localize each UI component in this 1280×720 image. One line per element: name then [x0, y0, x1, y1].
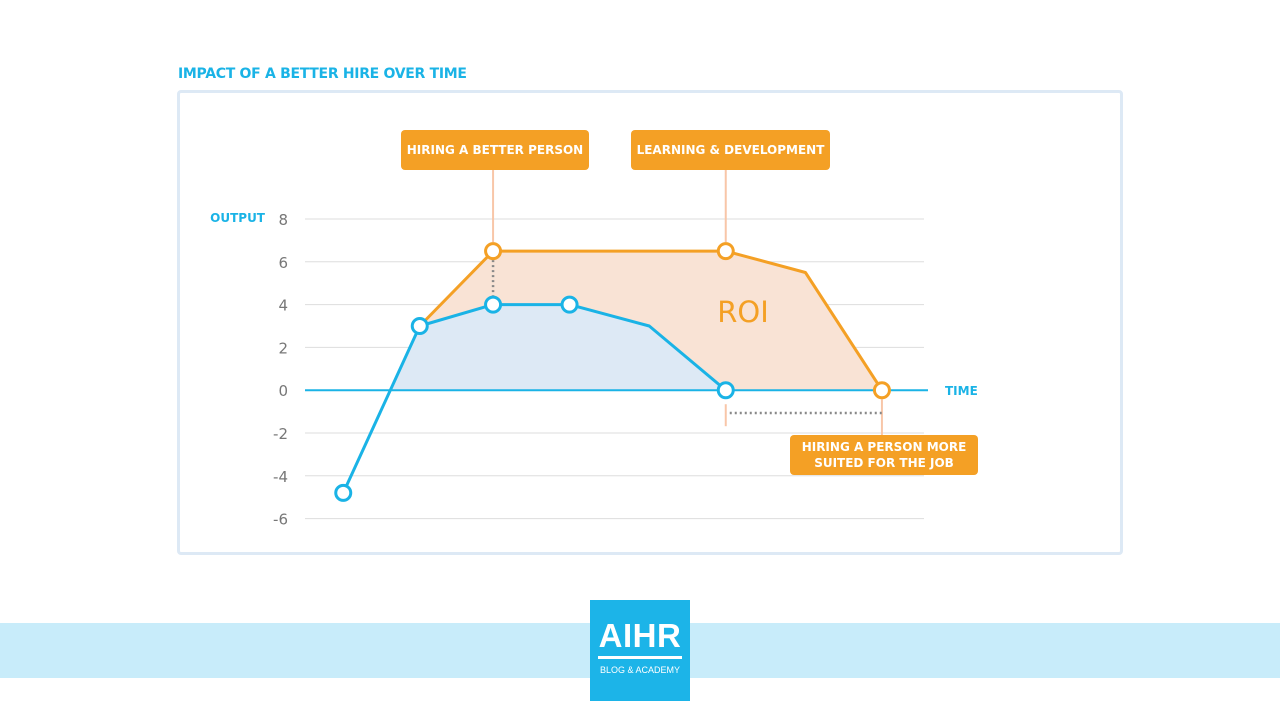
y-tick-label: 2	[278, 339, 288, 357]
orange-point	[872, 381, 891, 400]
annotation-box: HIRING A PERSON MORE SUITED FOR THE JOB	[790, 435, 978, 475]
annotation-background	[790, 435, 978, 475]
annotation-text: HIRING A BETTER PERSON	[407, 143, 583, 157]
y-tick-label: 4	[278, 297, 288, 315]
y-tick-label: 6	[278, 254, 288, 272]
annotation-text: SUITED FOR THE JOB	[814, 456, 954, 470]
blue-point	[334, 483, 353, 502]
y-axis-label: OUTPUT	[210, 211, 266, 225]
orange-point	[716, 242, 735, 261]
blue-point	[484, 295, 503, 314]
logo-text: AIHR	[598, 617, 682, 654]
page-title: IMPACT OF A BETTER HIRE OVER TIME	[178, 66, 467, 82]
blue-series-line	[341, 303, 727, 494]
blue-area	[390, 304, 726, 391]
logo-subtitle: BLOG & ACADEMY	[599, 665, 681, 675]
y-tick-label: 8	[278, 211, 288, 229]
annotation-box: HIRING A BETTER PERSON	[401, 130, 589, 170]
annotation-text: HIRING A PERSON MORE	[802, 440, 967, 454]
y-tick-label: -6	[273, 511, 288, 529]
y-tick-label: 0	[278, 382, 288, 400]
logo-rule	[598, 656, 682, 659]
blue-point	[410, 317, 429, 335]
annotation-background	[401, 130, 589, 170]
blue-point	[560, 295, 579, 314]
x-axis-label: TIME	[945, 384, 978, 398]
blue-point	[716, 381, 735, 400]
y-tick-label: -4	[273, 468, 288, 486]
orange-point	[484, 242, 503, 261]
y-tick-label: -2	[273, 425, 288, 443]
annotation-background	[631, 130, 830, 170]
annotation-box: LEARNING & DEVELOPMENT	[631, 130, 830, 170]
aihr-logo[interactable]: AIHR BLOG & ACADEMY	[590, 600, 690, 701]
annotation-text: LEARNING & DEVELOPMENT	[637, 143, 826, 157]
roi-label: ROI	[717, 295, 769, 329]
